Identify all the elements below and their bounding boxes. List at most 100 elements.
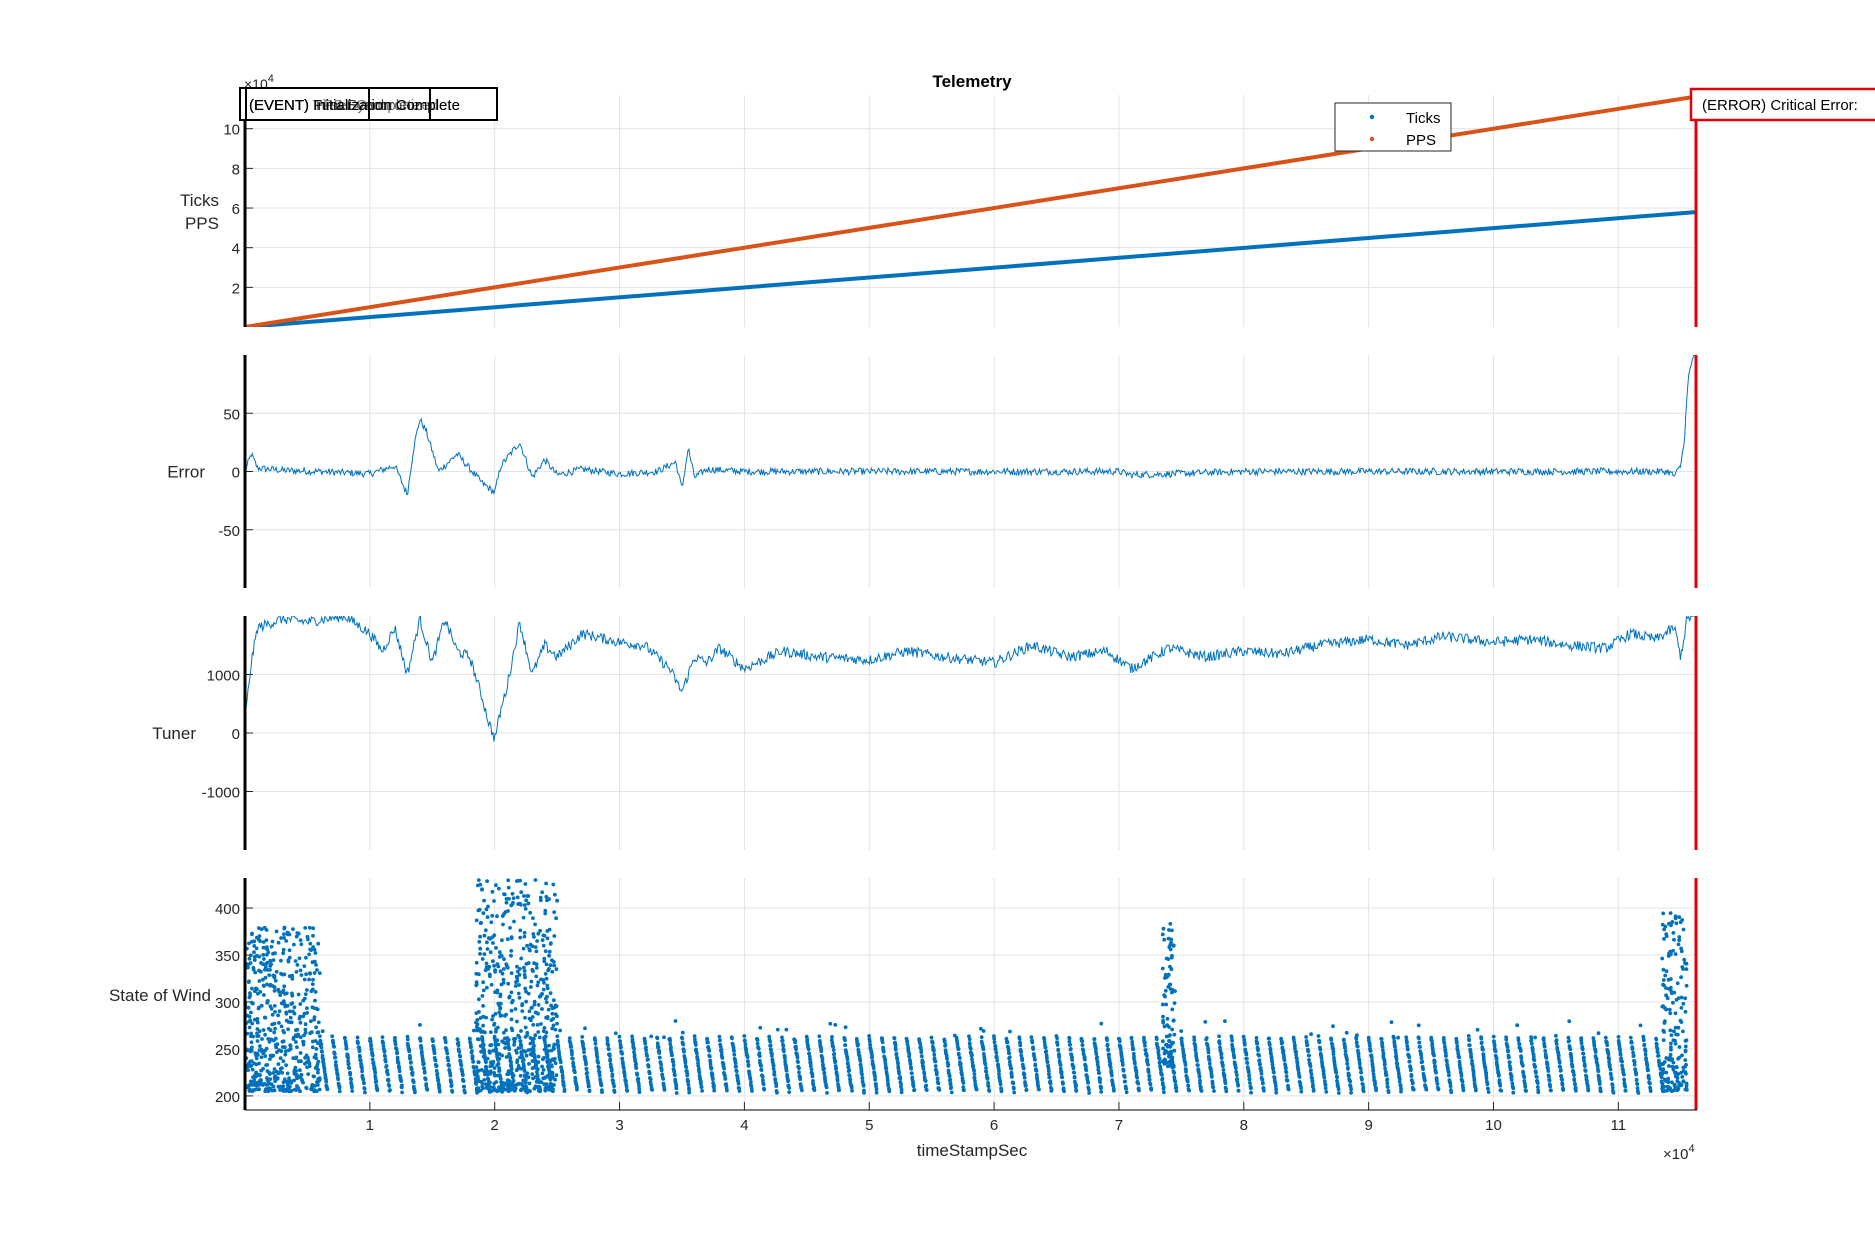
scatter-point: [1581, 1051, 1586, 1056]
scatter-point: [437, 1089, 442, 1094]
scatter-point: [1393, 1044, 1397, 1049]
scatter-point: [260, 1037, 264, 1041]
scatter-point: [1163, 988, 1168, 993]
scatter-point: [1309, 1068, 1313, 1073]
scatter-point: [818, 1040, 822, 1045]
scatter-point: [514, 1068, 519, 1073]
scatter-point: [501, 1030, 506, 1035]
scatter-point: [1394, 1057, 1399, 1062]
scatter-point: [761, 1078, 765, 1083]
scatter-point: [478, 946, 483, 951]
scatter-point: [1661, 967, 1666, 972]
scatter-point: [510, 1075, 515, 1080]
scatter-point: [272, 1067, 277, 1071]
scatter-point: [1671, 1060, 1676, 1065]
scatter-point: [540, 1007, 544, 1011]
x-tick-label: 1: [366, 1117, 374, 1134]
scatter-point: [267, 973, 272, 977]
scatter-point: [847, 1074, 852, 1078]
scatter-point: [1569, 1055, 1574, 1060]
scatter-point: [482, 898, 486, 903]
scatter-point: [409, 1067, 414, 1071]
scatter-point: [933, 1064, 938, 1068]
scatter-point: [487, 1049, 492, 1054]
scatter-point: [1030, 1040, 1035, 1045]
scatter-point: [1161, 1059, 1165, 1064]
y-axis-label-pps: PPS: [185, 214, 219, 233]
scatter-point: [292, 1068, 297, 1072]
scatter-point: [555, 1014, 559, 1019]
scatter-point: [286, 1027, 290, 1032]
scatter-point: [1106, 1047, 1110, 1052]
scatter-point: [477, 1010, 481, 1014]
scatter-point: [319, 1045, 324, 1050]
scatter-point: [409, 1060, 413, 1064]
x-axis-exponent: ×104: [1663, 1143, 1695, 1163]
scatter-point: [1357, 1062, 1362, 1066]
scatter-point: [661, 1077, 666, 1081]
scatter-point: [261, 962, 265, 967]
scatter-point: [1058, 1066, 1063, 1071]
scatter-point: [1632, 1060, 1637, 1064]
scatter-point: [1234, 1066, 1238, 1071]
scatter-point: [1343, 1049, 1348, 1053]
scatter-point: [584, 1062, 588, 1067]
scatter-point: [955, 1042, 960, 1046]
scatter-point: [1446, 1070, 1451, 1075]
scatter-point: [524, 898, 528, 903]
scatter-point: [1567, 1019, 1572, 1024]
scatter-point: [673, 1019, 678, 1023]
scatter-point: [546, 1063, 551, 1068]
scatter-point: [333, 1055, 338, 1060]
scatter-point: [1542, 1044, 1547, 1049]
scatter-point: [509, 949, 514, 953]
scatter-point: [1169, 937, 1174, 942]
scatter-point: [265, 1076, 269, 1080]
scatter-point: [1380, 1048, 1385, 1052]
scatter-point: [261, 953, 266, 957]
scatter-point: [266, 1026, 271, 1031]
y-tick-label: 1000: [207, 668, 240, 685]
scatter-point: [845, 1057, 850, 1062]
scatter-point: [518, 935, 523, 940]
scatter-point: [1579, 1036, 1584, 1040]
scatter-point: [253, 1083, 257, 1087]
error-annotation-box: [1689, 87, 1875, 122]
scatter-point: [478, 882, 483, 887]
scatter-point: [1448, 1084, 1453, 1089]
scatter-point: [1042, 1040, 1047, 1044]
scatter-point: [933, 1059, 938, 1064]
scatter-point: [1005, 1040, 1010, 1045]
scatter-point: [1284, 1066, 1288, 1071]
x-tick-label: 9: [1364, 1117, 1372, 1134]
scatter-point: [1223, 1081, 1228, 1086]
scatter-point: [970, 1053, 974, 1058]
scatter-point: [1021, 1066, 1026, 1071]
scatter-point: [506, 878, 511, 883]
scatter-point: [1235, 1077, 1240, 1081]
scatter-point: [1247, 1077, 1252, 1082]
scatter-point: [1020, 1058, 1025, 1063]
scatter-point: [509, 1017, 514, 1022]
scatter-point: [1167, 1039, 1172, 1044]
scatter-point: [1671, 931, 1676, 935]
scatter-point: [281, 947, 286, 952]
scatter-point: [1683, 1049, 1688, 1054]
scatter-point: [1504, 1037, 1509, 1042]
scatter-point: [1662, 983, 1666, 988]
scatter-point: [942, 1039, 947, 1044]
scatter-point: [540, 1064, 544, 1069]
scatter-point: [1161, 926, 1166, 931]
scatter-point: [285, 1003, 290, 1008]
scatter-point: [797, 1070, 801, 1075]
scatter-point: [684, 1065, 689, 1070]
scatter-point: [1435, 1082, 1440, 1086]
scatter-point: [1396, 1035, 1400, 1040]
scatter-point: [1022, 1075, 1027, 1080]
scatter-point: [1329, 1038, 1334, 1042]
scatter-point: [1544, 1055, 1549, 1060]
scatter-point: [350, 1085, 354, 1090]
scatter-point: [645, 1053, 649, 1058]
scatter-point: [1666, 1076, 1671, 1081]
